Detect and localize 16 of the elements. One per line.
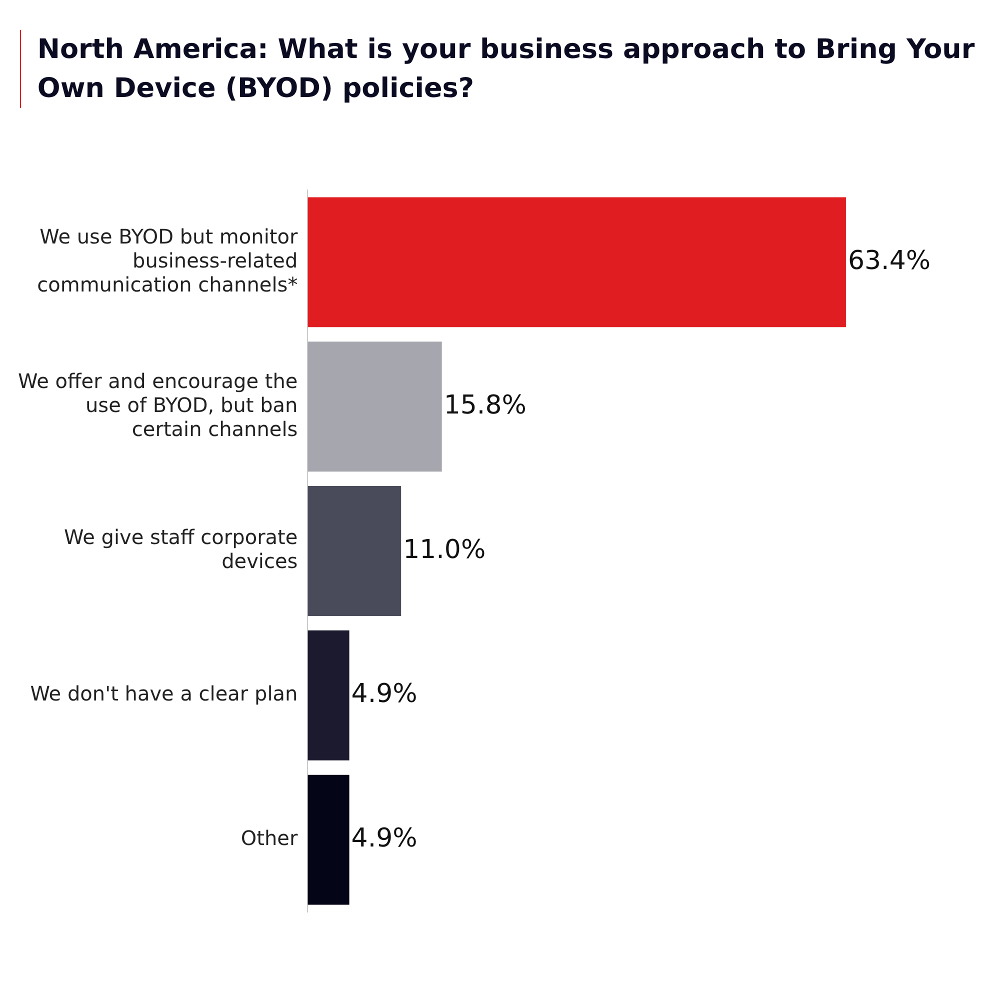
- y-tick-label: We use BYOD but monitor business-related communication channels*: [37, 224, 298, 297]
- bar: [308, 342, 442, 472]
- chart-title: North America: What is your business approach to Bring Your Own Device (BYOD) policies?: [37, 33, 976, 106]
- bar: [308, 775, 350, 906]
- y-tick-label: Other: [240, 826, 298, 850]
- data-label: 4.9%: [351, 679, 418, 710]
- data-label: 4.9%: [351, 824, 418, 854]
- y-tick-label: We offer and encourage the use of BYOD, but ban certain channels: [18, 369, 298, 442]
- y-tick-label: We don't have a clear plan: [30, 682, 298, 706]
- bar: [308, 630, 350, 761]
- data-label: 63.4%: [848, 246, 931, 276]
- data-label: 11.0%: [403, 535, 486, 566]
- bar: [308, 198, 846, 328]
- y-tick-label: We give staff corporate devices: [64, 525, 298, 574]
- bar: [308, 486, 402, 616]
- data-label: 15.8%: [444, 390, 526, 421]
